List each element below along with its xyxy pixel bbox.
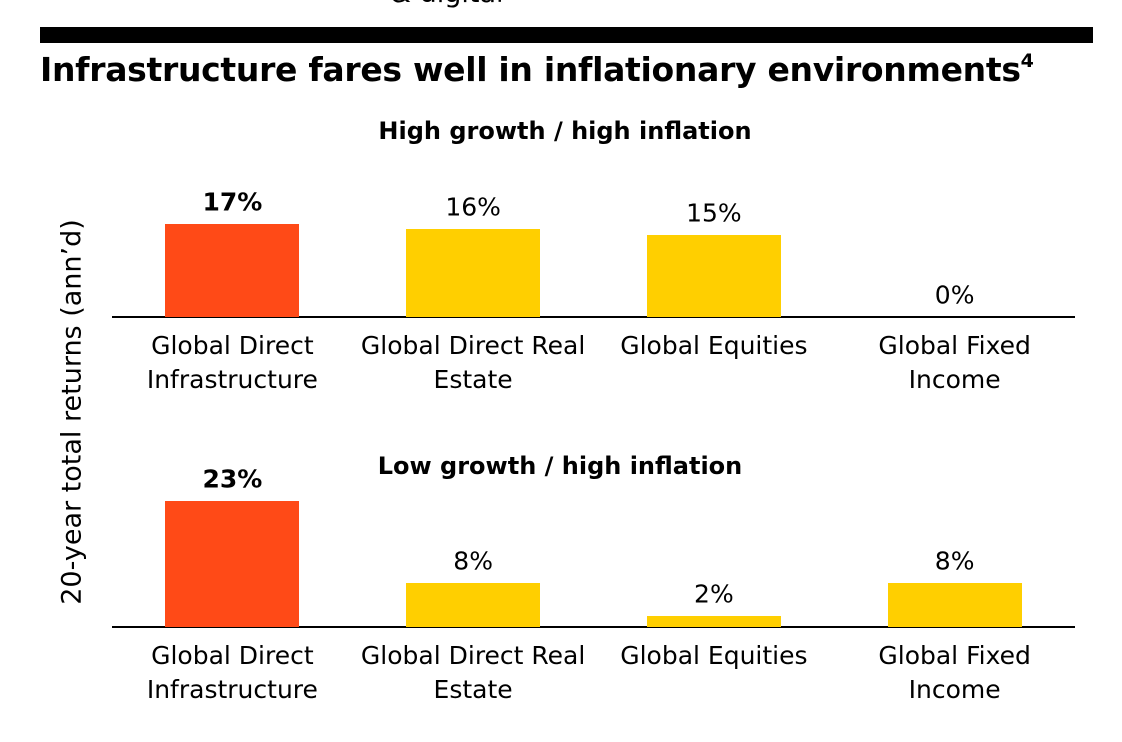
- header-rule: [40, 27, 1093, 43]
- category-label: Global Fixed Income: [878, 641, 1031, 704]
- category-label: Global Fixed Income: [878, 331, 1031, 394]
- category-label: Global Equities: [620, 641, 808, 670]
- category-label: Global Direct Real Estate: [360, 641, 586, 704]
- category-label: Global Direct Infrastructure: [146, 641, 318, 704]
- baseline: [112, 626, 1075, 628]
- y-axis-label: 20-year total returns (ann’d): [56, 219, 88, 605]
- bar: [646, 616, 781, 627]
- value-label: 2%: [694, 579, 734, 609]
- value-label: 16%: [445, 192, 501, 222]
- value-label: 17%: [202, 187, 263, 216]
- bar: [887, 583, 1022, 627]
- value-label: 23%: [202, 464, 263, 493]
- category-label: Global Equities: [620, 331, 808, 360]
- subtitle: High growth / high inflation: [378, 117, 752, 145]
- value-label: 15%: [686, 198, 742, 227]
- value-label: 8%: [453, 546, 493, 576]
- category-label: Global Direct Infrastructure: [146, 331, 318, 394]
- bar: [165, 500, 300, 627]
- value-label: 8%: [934, 546, 975, 576]
- bar: [406, 583, 541, 627]
- title-superscript: 4: [1020, 50, 1034, 72]
- bar: [406, 229, 541, 317]
- subtitle: Low growth / high inflation: [377, 452, 743, 480]
- bar: [165, 223, 300, 317]
- baseline: [112, 316, 1075, 318]
- title: Infrastructure fares well in inflationar…: [40, 50, 1115, 89]
- title-text: Infrastructure fares well in inflationar…: [40, 50, 1021, 89]
- value-label: 0%: [934, 280, 975, 310]
- header-cut: & digital: [390, 0, 504, 9]
- bar: [646, 234, 781, 317]
- category-label: Global Direct Real Estate: [360, 331, 586, 394]
